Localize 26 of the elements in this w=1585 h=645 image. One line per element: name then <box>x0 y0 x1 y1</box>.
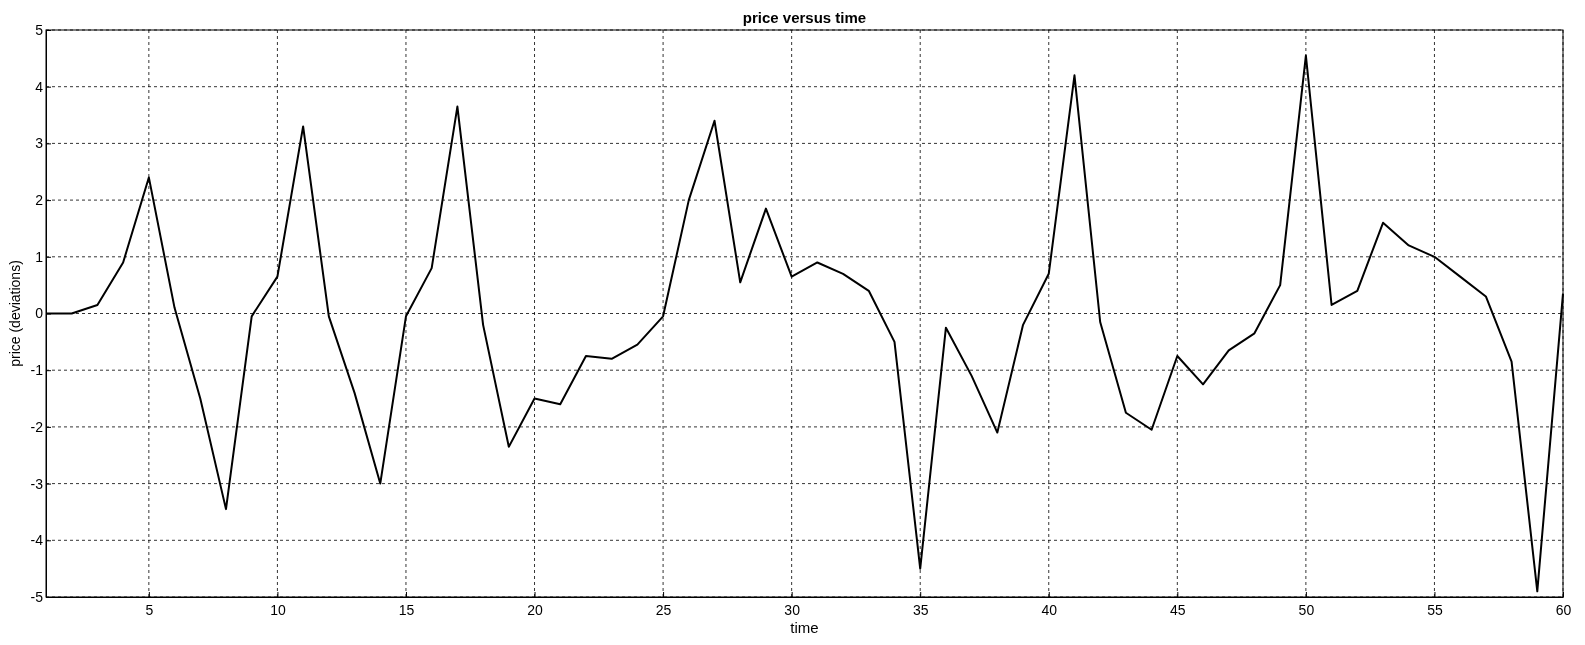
x-tick-label: 25 <box>655 602 672 619</box>
x-tick-label: 55 <box>1427 602 1443 619</box>
y-tick-label: -1 <box>30 362 44 379</box>
x-tick-label: 30 <box>784 602 801 619</box>
y-tick-label: 4 <box>35 78 44 95</box>
x-tick-label: 50 <box>1298 602 1315 619</box>
x-tick-label: 40 <box>1041 602 1058 619</box>
x-tick-label: 45 <box>1170 602 1186 619</box>
x-tick-label: 60 <box>1555 602 1572 619</box>
x-tick-label: 20 <box>527 602 544 619</box>
x-tick-label: 10 <box>270 602 286 619</box>
x-tick-label: 5 <box>145 602 154 619</box>
y-tick-label: 0 <box>35 305 44 322</box>
x-tick-label: 35 <box>912 602 929 619</box>
chart-title: price versus time <box>742 9 867 26</box>
y-tick-label: -3 <box>30 475 44 492</box>
y-tick-label: 5 <box>35 21 44 38</box>
y-tick-label: -4 <box>30 532 44 549</box>
y-tick-label: -2 <box>30 418 44 435</box>
y-tick-label: 2 <box>35 192 44 209</box>
x-axis-title: time <box>790 619 819 636</box>
y-axis-title: price (deviations) <box>7 260 23 367</box>
y-tick-label: 3 <box>35 135 44 152</box>
x-tick-label: 15 <box>398 602 415 619</box>
y-tick-label: 1 <box>35 248 44 265</box>
y-tick-label: -5 <box>30 588 44 605</box>
